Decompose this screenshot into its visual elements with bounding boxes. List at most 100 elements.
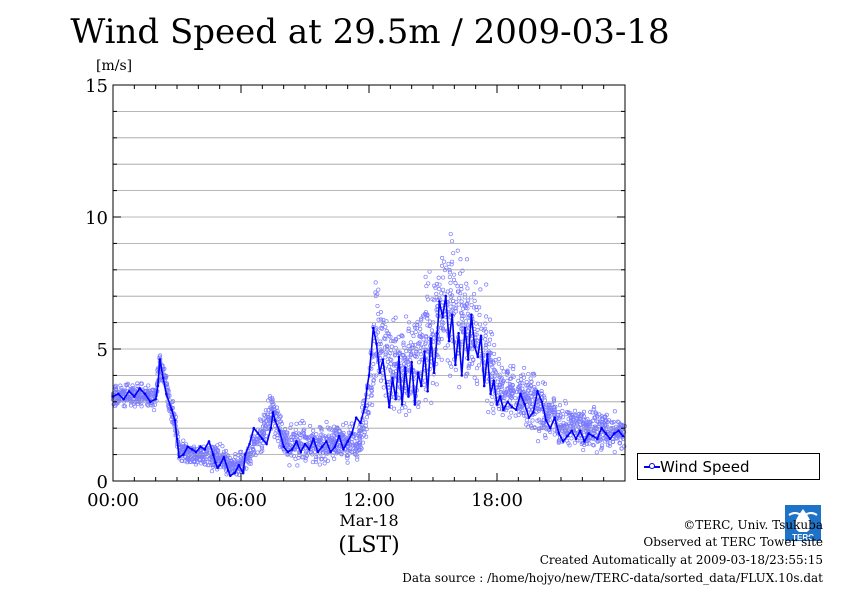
scatter-point: [389, 339, 394, 344]
scatter-point: [499, 376, 505, 381]
scatter-point: [460, 268, 465, 273]
scatter-point: [420, 313, 426, 318]
scatter-point: [226, 453, 231, 458]
scatter-point: [226, 457, 231, 462]
scatter-point: [349, 440, 354, 445]
scatter-point: [314, 455, 319, 460]
scatter-point: [612, 409, 617, 414]
scatter-point: [483, 345, 488, 350]
scatter-point: [216, 448, 221, 453]
scatter-point: [479, 326, 484, 331]
scatter-point: [505, 370, 510, 375]
scatter-point: [423, 341, 428, 346]
series-point: [186, 445, 189, 448]
scatter-point: [369, 393, 374, 398]
series-point: [460, 374, 464, 377]
scatter-point: [114, 387, 119, 392]
scatter-point: [472, 375, 477, 380]
scatter-point: [553, 404, 558, 409]
scatter-point: [498, 382, 503, 388]
series-point: [466, 358, 470, 361]
scatter-point: [466, 315, 471, 320]
scatter-point: [388, 361, 393, 366]
series-point: [286, 450, 290, 454]
scatter-point: [484, 314, 489, 319]
scatter-point: [400, 406, 405, 411]
scatter-point: [588, 410, 593, 415]
scatter-point: [305, 436, 310, 441]
scatter-point: [592, 405, 597, 410]
scatter-point: [349, 421, 354, 426]
scatter-point: [324, 435, 329, 441]
scatter-point: [406, 362, 411, 367]
series-point: [333, 445, 337, 448]
scatter-point: [421, 337, 426, 342]
scatter-point: [304, 453, 309, 458]
series-point: [182, 453, 185, 456]
scatter-point: [622, 444, 627, 449]
scatter-point: [493, 358, 498, 363]
scatter-point: [282, 449, 287, 454]
scatter-point: [425, 316, 430, 321]
scatter-point: [595, 439, 600, 444]
scatter-point: [192, 459, 197, 465]
scatter-point: [470, 361, 475, 366]
scatter-point: [383, 333, 388, 339]
series-point: [454, 363, 457, 367]
footer-created: Created Automatically at 2009-03-18/23:5…: [539, 553, 823, 567]
scatter-point: [401, 340, 406, 345]
scatter-point: [451, 251, 456, 256]
scatter-point: [409, 330, 414, 335]
scatter-point: [359, 435, 364, 440]
scatter-point: [401, 355, 407, 360]
scatter-point: [453, 281, 458, 286]
scatter-point: [483, 337, 488, 342]
scatter-point: [408, 358, 413, 363]
scatter-point: [604, 412, 609, 417]
series-point: [363, 405, 367, 409]
scatter-point: [456, 321, 461, 326]
scatter-point: [437, 287, 442, 292]
scatter-point: [474, 366, 479, 371]
scatter-point: [447, 361, 452, 366]
scatter-point: [340, 433, 345, 438]
scatter-point: [570, 412, 575, 417]
scatter-point: [552, 410, 557, 415]
scatter-point: [596, 421, 601, 427]
scatter-point: [266, 408, 271, 413]
scatter-point: [510, 391, 515, 396]
series-point: [218, 463, 221, 467]
scatter-point: [614, 436, 620, 441]
series-point: [514, 408, 518, 412]
scatter-point: [379, 326, 385, 331]
scatter-point: [560, 408, 565, 413]
series-point: [342, 448, 345, 451]
scatter-point: [146, 388, 151, 393]
scatter-point: [619, 446, 624, 451]
chart-title: Wind Speed at 29.5m / 2009-03-18: [70, 12, 670, 52]
scatter-point: [365, 403, 370, 408]
legend-label: Wind Speed: [660, 458, 750, 476]
scatter-point: [442, 291, 447, 296]
legend-marker-icon: [649, 463, 655, 469]
scatter-point: [210, 462, 215, 468]
series-point: [549, 426, 552, 430]
series-point: [489, 392, 492, 396]
series-point: [450, 313, 454, 316]
scatter-point: [401, 342, 406, 347]
plot-border: [112, 84, 626, 482]
series-point: [175, 437, 179, 441]
scatter-point: [610, 430, 615, 435]
scatter-point: [419, 318, 424, 323]
scatter-point: [185, 451, 190, 456]
scatter-point: [271, 407, 276, 412]
scatter-point: [263, 433, 269, 438]
scatter-point: [440, 319, 445, 324]
scatter-point: [445, 358, 450, 363]
scatter-point: [364, 420, 369, 425]
scatter-point: [569, 417, 574, 422]
y-tick-label: 10: [85, 208, 108, 229]
scatter-point: [537, 428, 542, 434]
scatter-point: [563, 412, 568, 417]
